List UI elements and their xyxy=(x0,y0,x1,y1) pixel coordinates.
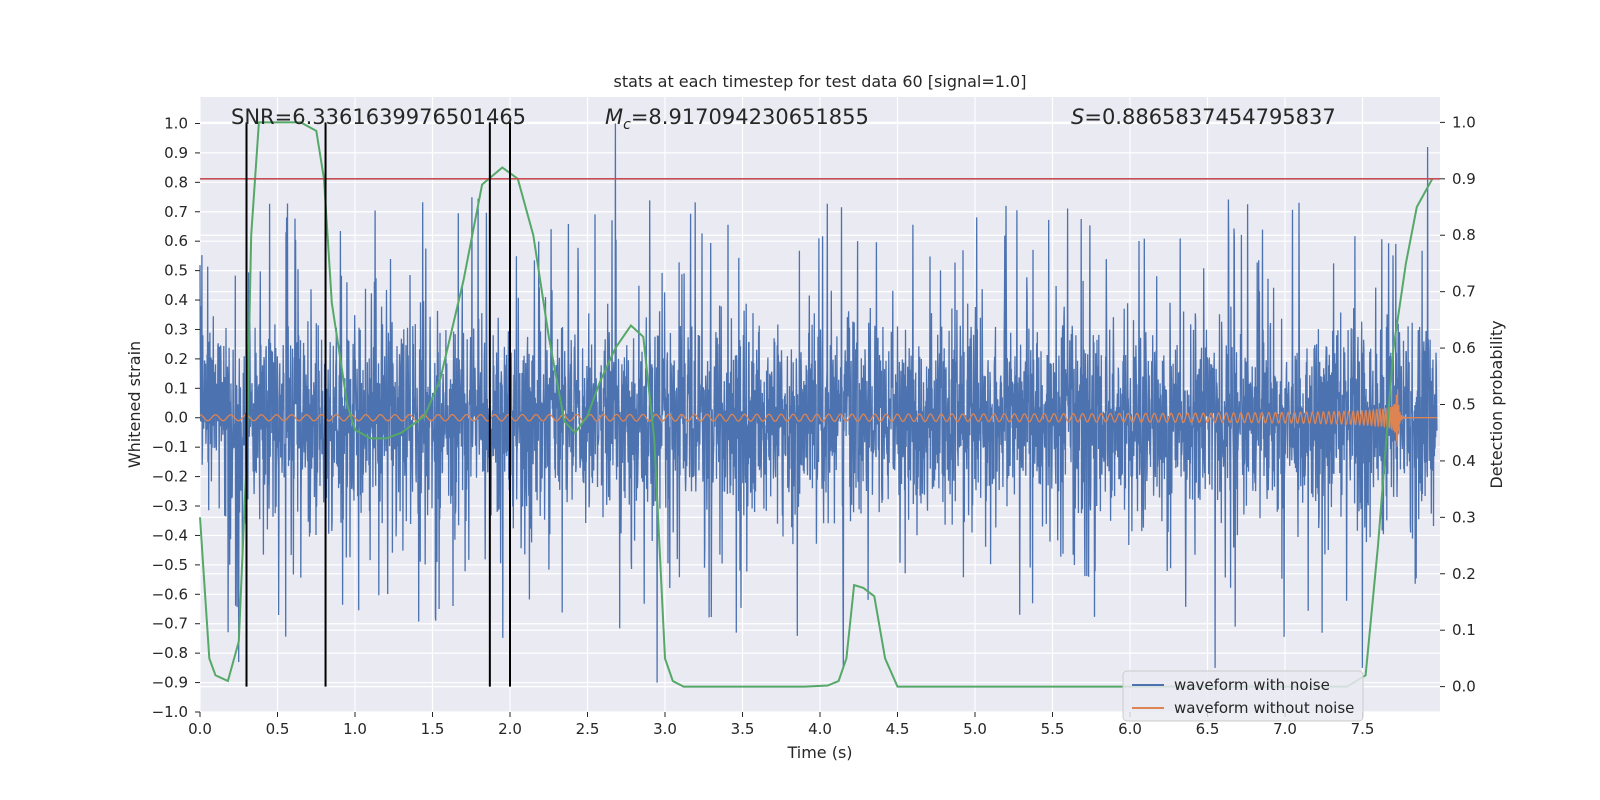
y-tick-label: 0.0 xyxy=(164,409,188,427)
chirp-mass-annotation: Mc=8.917094230651855 xyxy=(605,105,869,133)
y-tick-label: −0.7 xyxy=(152,615,188,633)
x-tick-label: 5.0 xyxy=(963,720,987,738)
y2-tick-label: 0.8 xyxy=(1452,226,1476,244)
waveform-with-noise-line xyxy=(199,123,1438,683)
y-tick-label: −0.4 xyxy=(152,526,188,544)
y-tick-label: 0.1 xyxy=(164,379,188,397)
x-tick-label: 0.5 xyxy=(266,720,290,738)
y-tick-label: −1.0 xyxy=(152,703,188,721)
y2-tick-label: 1.0 xyxy=(1452,113,1476,131)
waveform-with-noise-series xyxy=(199,123,1438,683)
y2-tick-label: 0.5 xyxy=(1452,396,1476,414)
y-tick-label: −0.6 xyxy=(152,585,188,603)
x-tick-label: 6.5 xyxy=(1196,720,1220,738)
detection-probability-line xyxy=(199,121,1434,688)
x-tick-label: 5.5 xyxy=(1041,720,1065,738)
x-tick-label: 3.5 xyxy=(731,720,755,738)
axes: 0.0 0.5 1.0 1.5 2.0 2.5 3.0 3.5 4.0 4.5 5.0 5.5 6.0 6… xyxy=(152,113,1476,738)
x-axis-label: Time (s) xyxy=(786,743,852,762)
y-tick-label: 0.9 xyxy=(164,144,188,162)
y-tick-label: −0.5 xyxy=(152,556,188,574)
x-tick-label: 4.5 xyxy=(886,720,910,738)
y2-tick-label: 0.6 xyxy=(1452,339,1476,357)
x-tick-label: 0.0 xyxy=(188,720,212,738)
y-tick-label: 0.3 xyxy=(164,320,188,338)
mc-value: =8.917094230651855 xyxy=(631,105,869,129)
y-tick-label: −0.9 xyxy=(152,674,188,692)
s-value: =0.8865837454795837 xyxy=(1084,105,1335,129)
x-tick-label: 3.0 xyxy=(653,720,677,738)
x-tick-label: 1.0 xyxy=(343,720,367,738)
y2-tick-label: 0.7 xyxy=(1452,283,1476,301)
y-tick-label: −0.8 xyxy=(152,644,188,662)
y-tick-label: 0.5 xyxy=(164,262,188,280)
y-tick-label: 0.8 xyxy=(164,173,188,191)
y2-tick-label: 0.3 xyxy=(1452,508,1476,526)
x-tick-label: 7.0 xyxy=(1273,720,1297,738)
chart-title: stats at each timestep for test data 60 … xyxy=(614,72,1027,91)
y-axis-label: Whitened strain xyxy=(125,341,144,468)
y-tick-label: 0.6 xyxy=(164,232,188,250)
y2-tick-label: 0.1 xyxy=(1452,621,1476,639)
waveform-without-noise-series xyxy=(199,389,1437,447)
waveform-without-noise-line xyxy=(199,389,1437,447)
event-lines xyxy=(245,122,511,687)
s-annotation: S=0.8865837454795837 xyxy=(1071,105,1336,129)
y-tick-label: 0.7 xyxy=(164,203,188,221)
y2-axis-label: Detection probability xyxy=(1487,320,1506,488)
legend-label-without-noise: waveform without noise xyxy=(1174,699,1354,717)
y-tick-label: −0.2 xyxy=(152,468,188,486)
s-symbol: S xyxy=(1071,105,1084,129)
legend-label-with-noise: waveform with noise xyxy=(1174,676,1330,694)
legend: waveform with noise waveform without noi… xyxy=(1122,670,1364,722)
mc-subscript: c xyxy=(623,117,631,133)
y-tick-label: −0.3 xyxy=(152,497,188,515)
x-tick-label: 2.0 xyxy=(498,720,522,738)
y2-tick-label: 0.4 xyxy=(1452,452,1476,470)
y2-tick-label: 0.0 xyxy=(1452,678,1476,696)
y2-tick-label: 0.2 xyxy=(1452,565,1476,583)
snr-annotation: SNR=6.3361639976501465 xyxy=(231,105,526,129)
detection-probability-series xyxy=(199,121,1440,688)
y2-tick-label: 0.9 xyxy=(1452,170,1476,188)
x-tick-label: 2.5 xyxy=(576,720,600,738)
y-tick-label: −0.1 xyxy=(152,438,188,456)
x-tick-label: 4.0 xyxy=(808,720,832,738)
x-tick-label: 1.5 xyxy=(421,720,445,738)
x-tick-label: 6.0 xyxy=(1118,720,1142,738)
y-tick-label: 0.2 xyxy=(164,350,188,368)
legend-box xyxy=(1122,670,1364,722)
x-tick-label: 7.5 xyxy=(1351,720,1375,738)
mc-symbol: M xyxy=(605,105,623,129)
y-tick-label: 1.0 xyxy=(164,114,188,132)
y-tick-label: 0.4 xyxy=(164,291,188,309)
